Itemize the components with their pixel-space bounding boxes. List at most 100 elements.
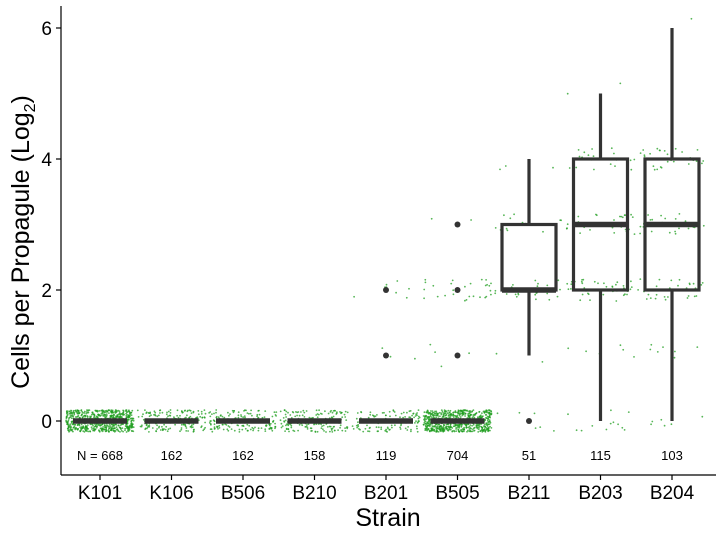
jitter-point (440, 365, 443, 368)
jitter-point (331, 431, 334, 433)
jitter-point (413, 416, 415, 419)
jitter-point (248, 424, 251, 427)
jitter-point (399, 428, 402, 430)
jitter-point (408, 287, 410, 290)
jitter-point (244, 427, 247, 430)
jitter-point (200, 426, 203, 429)
jitter-point (414, 357, 416, 360)
jitter-point (673, 356, 676, 359)
jitter-point (223, 416, 226, 419)
jitter-point (656, 147, 659, 150)
jitter-point (388, 410, 391, 413)
jitter-point (279, 410, 282, 413)
jitter-point (449, 425, 452, 428)
jitter-point (567, 413, 569, 416)
jitter-point (99, 424, 102, 427)
jitter-point (217, 416, 220, 419)
jitter-point (404, 416, 406, 418)
jitter-point (77, 409, 80, 412)
jitter-point (209, 415, 212, 418)
jitter-point (120, 429, 123, 432)
jitter-point (73, 423, 76, 426)
jitter-point (454, 424, 457, 427)
jitter-point (587, 154, 590, 157)
jitter-point (402, 416, 404, 419)
jitter-point (246, 423, 249, 426)
jitter-point (190, 412, 193, 414)
jitter-point (489, 420, 491, 423)
jitter-point (615, 300, 618, 302)
jitter-point (130, 420, 133, 423)
jitter-point (358, 428, 360, 430)
count-label: 103 (661, 448, 683, 463)
jitter-point (356, 426, 359, 429)
x-tick-label: B204 (650, 483, 695, 504)
jitter-point (157, 414, 160, 417)
jitter-point (153, 410, 156, 413)
jitter-point (137, 416, 140, 418)
jitter-point (486, 283, 488, 286)
jitter-point (188, 409, 191, 412)
jitter-point (380, 426, 383, 429)
jitter-point (422, 423, 425, 426)
jitter-point (368, 430, 371, 433)
jitter-point (340, 411, 343, 414)
jitter-point (503, 214, 505, 217)
jitter-point (109, 425, 111, 428)
jitter-point (688, 282, 691, 285)
jitter-point (427, 415, 430, 418)
count-label: 162 (232, 448, 254, 463)
jitter-point (505, 227, 508, 230)
jitter-point (298, 414, 301, 417)
jitter-point (237, 411, 240, 414)
jitter-point (285, 428, 288, 430)
jitter-point (243, 410, 245, 412)
jitter-point (450, 412, 452, 415)
jitter-point (495, 352, 498, 355)
jitter-point (489, 289, 492, 292)
jitter-point (324, 410, 326, 413)
jitter-point (108, 409, 111, 412)
jitter-point (650, 230, 653, 233)
jitter-point (192, 430, 195, 433)
jitter-point (690, 17, 693, 20)
jitter-point (395, 291, 397, 294)
jitter-point (429, 343, 432, 346)
jitter-point (431, 416, 433, 419)
jitter-point (449, 409, 452, 412)
jitter-point (471, 410, 473, 413)
jitter-point (427, 418, 430, 420)
jitter-point (346, 411, 349, 414)
jitter-point (102, 409, 105, 412)
jitter-point (285, 424, 287, 427)
jitter-point (464, 409, 466, 411)
jitter-point (180, 410, 183, 412)
jitter-point (389, 355, 392, 358)
box-iqr (500, 222, 558, 292)
jitter-point (227, 425, 230, 427)
jitter-point (180, 428, 183, 431)
jitter-point (432, 284, 435, 287)
jitter-point (418, 416, 421, 419)
jitter-point (287, 411, 289, 414)
jitter-point (509, 217, 512, 220)
jitter-point (585, 350, 587, 353)
jitter-point (108, 412, 110, 414)
jitter-point (435, 416, 438, 419)
jitter-point (176, 414, 179, 417)
jitter-point (249, 412, 252, 415)
jitter-point (256, 413, 259, 416)
jitter-point (663, 296, 666, 298)
jitter-point (264, 430, 267, 432)
jitter-point (451, 427, 454, 429)
jitter-point (439, 429, 442, 432)
jitter-point (390, 424, 393, 427)
jitter-point (70, 411, 73, 414)
jitter-point (570, 288, 572, 290)
jitter-point (435, 423, 438, 426)
box-B204 (643, 28, 701, 421)
jitter-point (286, 423, 288, 425)
jitter-point (291, 411, 294, 413)
jitter-point (257, 427, 260, 430)
jitter-point (83, 412, 86, 414)
